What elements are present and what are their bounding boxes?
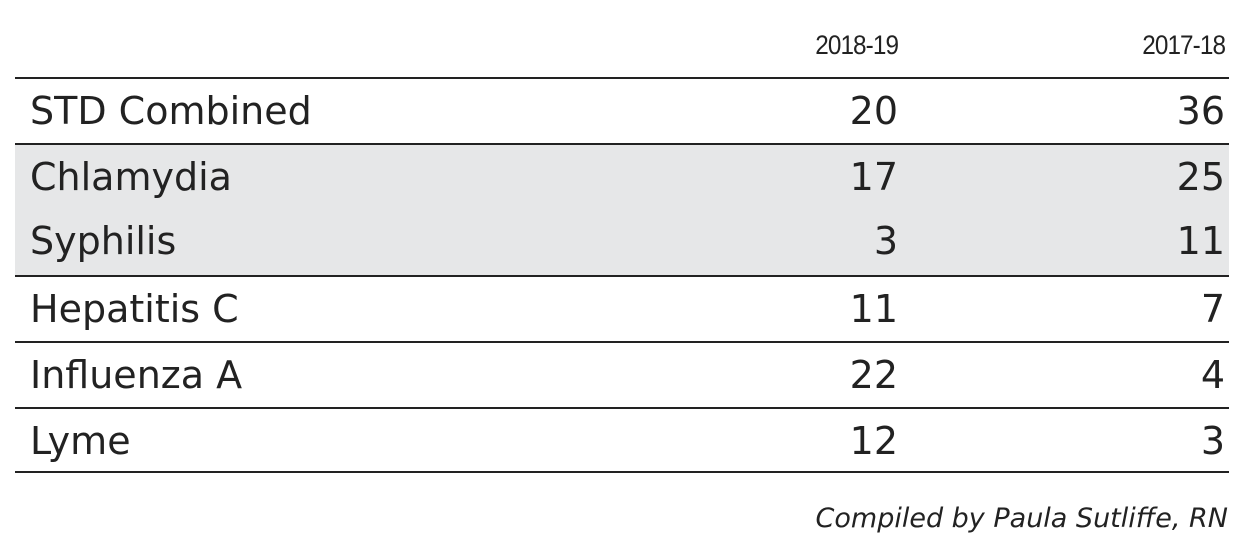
row-label: Lyme (30, 419, 131, 463)
row-label: STD Combined (30, 89, 312, 133)
cell-value: 17 (849, 155, 898, 199)
row-label: Hepatitis C (30, 287, 239, 331)
cell-value: 3 (1200, 419, 1225, 463)
table-row: STD Combined 20 36 (15, 77, 1229, 143)
cell-value: 7 (1200, 287, 1225, 331)
cell-value: 11 (849, 287, 898, 331)
cell-value: 36 (1176, 89, 1225, 133)
table-row: Syphilis 3 11 (15, 209, 1229, 275)
cell-value: 4 (1200, 353, 1225, 397)
table-row: Chlamydia 17 25 (15, 143, 1229, 209)
cell-value: 11 (1176, 219, 1225, 263)
cell-value: 3 (873, 219, 898, 263)
row-label: Syphilis (30, 219, 177, 263)
row-label: Influenza A (30, 353, 243, 397)
table-row: Hepatitis C 11 7 (15, 275, 1229, 341)
cell-value: 25 (1176, 155, 1225, 199)
cell-value: 22 (849, 353, 898, 397)
table-row: Influenza A 22 4 (15, 341, 1229, 407)
cell-value: 12 (849, 419, 898, 463)
table-bottom-rule (15, 471, 1229, 473)
cell-value: 20 (849, 89, 898, 133)
row-label: Chlamydia (30, 155, 232, 199)
table-row: Lyme 12 3 (15, 407, 1229, 473)
column-header: 2017-18 (1142, 30, 1226, 60)
column-header: 2018-19 (815, 30, 899, 60)
footer-credit: Compiled by Paula Sutliffe, RN (815, 503, 1228, 534)
